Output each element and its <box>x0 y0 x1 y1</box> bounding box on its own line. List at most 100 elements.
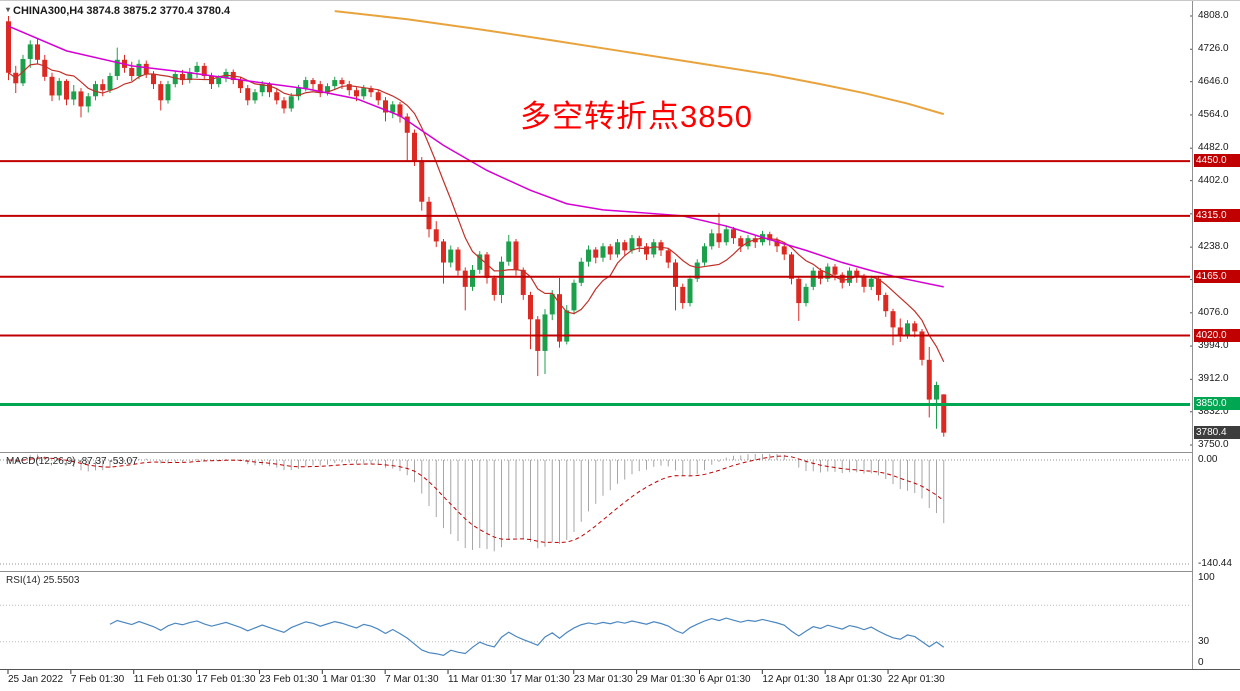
candle-body <box>49 76 55 96</box>
time-axis-label: 11 Feb 01:30 <box>133 674 192 685</box>
time-axis-label: 1 Mar 01:30 <box>322 674 376 685</box>
candle-body <box>731 229 736 239</box>
symbol-marker-icon: ▾ <box>6 5 11 14</box>
candle-body <box>201 65 207 77</box>
candle-body <box>752 238 758 243</box>
candle-body <box>687 278 693 304</box>
price-axis-label: 4402.0 <box>1198 174 1229 186</box>
chart-annotation-text[interactable]: 多空转折点3850 <box>520 99 753 134</box>
candle-body <box>542 314 548 351</box>
candle-body <box>245 88 251 101</box>
price-axis-label: 4482.0 <box>1198 142 1229 154</box>
candle-body <box>673 262 678 287</box>
ma-slow-line <box>334 10 945 116</box>
candle-body <box>665 250 671 263</box>
candle-body <box>462 270 468 287</box>
candle-body <box>397 104 403 117</box>
candle-body <box>346 84 352 91</box>
candle-body <box>158 84 164 101</box>
candle-body <box>477 254 483 270</box>
candle-body <box>658 242 664 251</box>
candle-body <box>549 294 555 315</box>
candle-body <box>64 80 69 100</box>
candle-body <box>216 78 222 85</box>
candle-body <box>354 90 359 97</box>
macd-signal-line <box>8 455 945 544</box>
candle-body <box>883 294 889 312</box>
candle-body <box>484 254 490 278</box>
candle-body <box>491 277 497 295</box>
candle-body <box>513 241 519 270</box>
rsi-panel-separator[interactable] <box>0 571 1240 572</box>
candle-body <box>390 104 396 113</box>
time-axis-label: 29 Mar 01:30 <box>636 674 696 685</box>
candle-body <box>506 241 512 262</box>
candle-body <box>593 249 599 258</box>
candle-body <box>578 261 584 283</box>
time-axis-label: 7 Mar 01:30 <box>385 674 439 685</box>
price-axis-label: 4564.0 <box>1198 108 1229 120</box>
candle-body <box>890 311 896 328</box>
candle-body <box>716 233 722 243</box>
candle-body <box>281 100 287 109</box>
candle-body <box>723 229 729 243</box>
candle-body <box>448 249 454 263</box>
time-axis-label: 23 Feb 01:30 <box>259 674 319 685</box>
candle-body <box>114 59 120 77</box>
macd-panel-separator[interactable] <box>0 452 1240 453</box>
candle-body <box>861 276 867 287</box>
candle-body <box>919 331 925 360</box>
candle-body <box>27 44 33 59</box>
rsi-line <box>109 617 945 657</box>
ma-mid-line <box>8 25 944 288</box>
candle-body <box>767 234 773 241</box>
current-price-tag: 3780.4 <box>1194 425 1240 439</box>
candle-body <box>71 91 77 100</box>
candle-body <box>520 269 526 295</box>
macd-indicator-label: MACD(12,26,9) -87.37 -53.07 <box>6 456 138 467</box>
candle-body <box>832 266 838 275</box>
price-axis-label: 3912.0 <box>1198 373 1229 385</box>
time-axis-label: 12 Apr 01:30 <box>762 674 820 685</box>
candle-body <box>796 278 802 304</box>
time-axis-label: 17 Mar 01:30 <box>510 674 570 685</box>
candle-body <box>651 242 657 255</box>
candle-body <box>926 359 932 400</box>
candle-body <box>586 249 591 262</box>
candle-body <box>564 310 570 342</box>
time-axis-label: 11 Mar 01:30 <box>448 674 507 685</box>
candle-body <box>528 294 533 320</box>
candle-body <box>441 241 446 263</box>
candle-body <box>905 323 910 336</box>
candle-body <box>419 160 425 202</box>
candle-body <box>774 240 780 247</box>
candle-body <box>934 384 939 400</box>
candle-body <box>107 76 113 91</box>
price-tag-4315.0: 4315.0 <box>1194 208 1240 222</box>
price-axis: 4808.04726.04646.04564.04482.04402.04320… <box>1193 1 1240 669</box>
candle-body <box>629 238 635 251</box>
candle-body <box>839 274 845 283</box>
candle-body <box>274 92 280 101</box>
price-tag-4450.0: 4450.0 <box>1194 154 1240 168</box>
candle-body <box>136 63 142 77</box>
candle-body <box>288 96 294 109</box>
symbol-title: ▾ CHINA300,H4 3874.8 3875.2 3770.4 3780.4 <box>6 5 230 17</box>
candle-body <box>781 246 787 255</box>
candle-body <box>694 262 700 279</box>
candle-body <box>85 96 91 107</box>
ma-fast-line <box>8 63 945 363</box>
candle-body <box>129 67 135 77</box>
candle-body <box>187 71 193 81</box>
candle-body <box>93 84 98 97</box>
candle-body <box>600 246 606 258</box>
candle-body <box>810 270 816 287</box>
candle-body <box>404 116 410 133</box>
time-axis-label: 17 Feb 01:30 <box>196 674 256 685</box>
candle-body <box>339 80 345 85</box>
candle-body <box>56 80 62 96</box>
candle-body <box>499 261 504 295</box>
candle-body <box>803 286 809 304</box>
candle-body <box>383 100 388 113</box>
